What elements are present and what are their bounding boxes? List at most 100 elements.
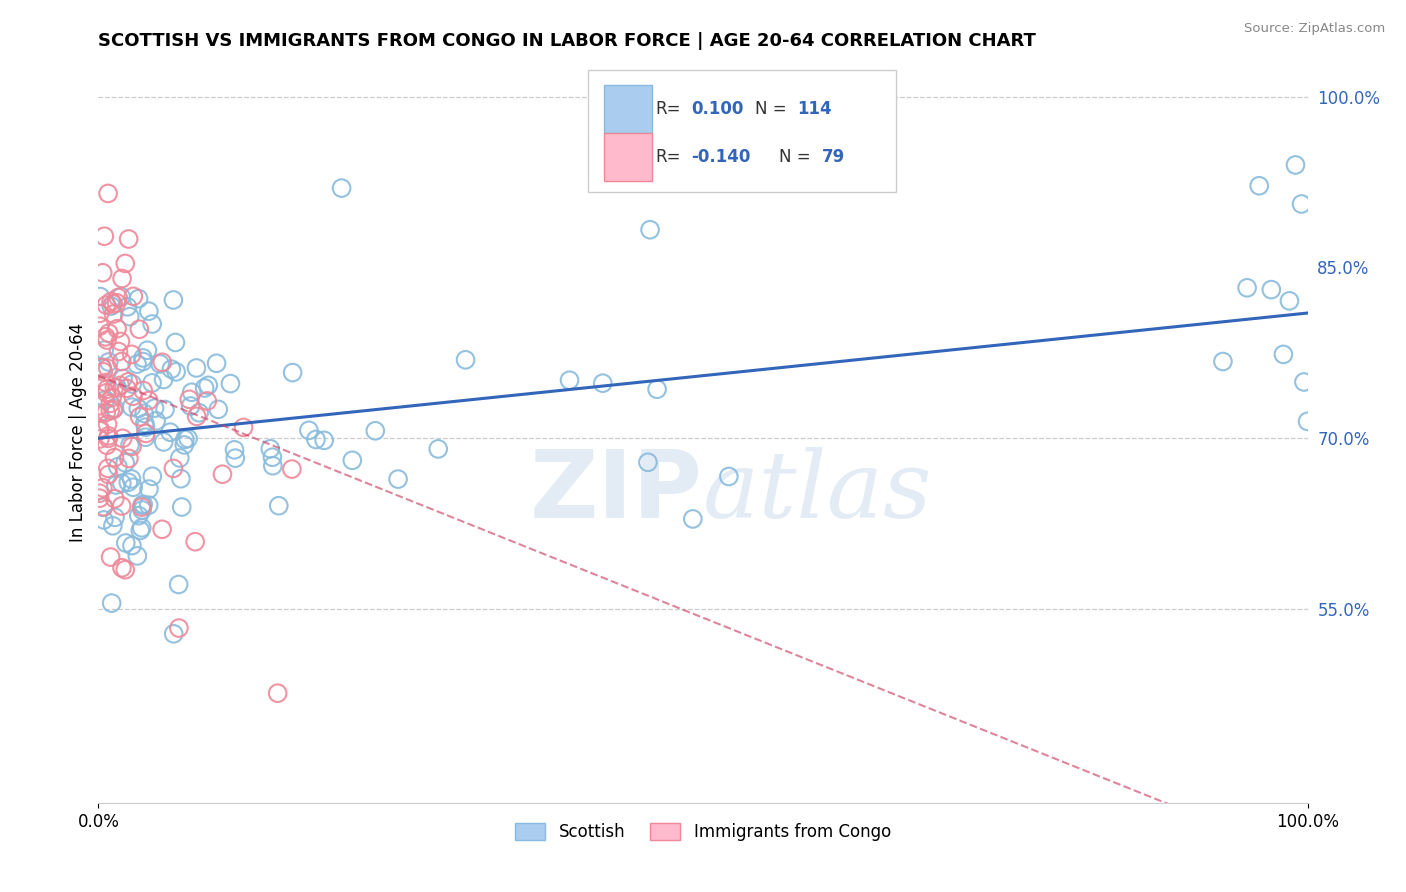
Point xyxy=(427,442,450,456)
Point xyxy=(97,361,120,376)
Point xyxy=(100,596,122,610)
Point xyxy=(132,384,155,398)
Point xyxy=(121,539,143,553)
Point xyxy=(162,461,184,475)
Point xyxy=(111,476,134,491)
Point xyxy=(101,402,124,417)
Point xyxy=(717,469,740,483)
Point xyxy=(89,319,111,334)
Point xyxy=(184,534,207,549)
Point xyxy=(143,401,166,416)
Point xyxy=(101,390,124,404)
Point xyxy=(122,480,145,494)
FancyBboxPatch shape xyxy=(588,70,897,192)
Point xyxy=(592,376,614,391)
Point xyxy=(103,297,125,311)
Point xyxy=(134,420,156,434)
Point xyxy=(169,450,191,465)
Point xyxy=(135,426,157,441)
Point xyxy=(267,499,290,513)
Point xyxy=(91,481,114,495)
Point xyxy=(165,335,187,350)
Point xyxy=(1284,158,1306,172)
Point xyxy=(97,429,120,443)
Point xyxy=(637,455,659,469)
Text: 79: 79 xyxy=(821,148,845,166)
Point xyxy=(1272,347,1295,361)
Point xyxy=(105,295,128,310)
Point xyxy=(110,290,132,304)
Point xyxy=(219,376,242,391)
Point xyxy=(107,291,129,305)
Text: N =: N = xyxy=(755,100,786,118)
Point xyxy=(96,382,118,396)
Point xyxy=(259,442,281,456)
Point xyxy=(89,432,111,446)
Point xyxy=(89,424,111,438)
Point xyxy=(134,417,156,431)
Point xyxy=(138,393,160,408)
Text: 0.100: 0.100 xyxy=(690,100,744,118)
Point xyxy=(281,462,304,476)
Point xyxy=(111,431,134,445)
Point xyxy=(127,549,149,563)
Point xyxy=(96,438,118,452)
Point xyxy=(104,478,127,492)
Point xyxy=(89,486,111,500)
Point xyxy=(132,351,155,365)
Point xyxy=(152,372,174,386)
Point xyxy=(558,373,581,387)
Point xyxy=(224,451,246,466)
Point xyxy=(121,347,143,361)
Point xyxy=(97,467,120,482)
Point xyxy=(89,491,111,505)
Text: atlas: atlas xyxy=(703,447,932,537)
Point xyxy=(262,450,284,465)
Point xyxy=(180,399,202,413)
Point xyxy=(107,459,129,474)
Point xyxy=(121,400,143,414)
Point xyxy=(96,333,118,347)
Point xyxy=(150,522,173,536)
Point xyxy=(89,421,111,435)
Point xyxy=(96,298,118,312)
Point xyxy=(96,405,118,419)
Point xyxy=(150,355,173,369)
Point xyxy=(138,498,160,512)
Point xyxy=(197,378,219,392)
Point xyxy=(91,361,114,376)
Point xyxy=(107,381,129,395)
Point xyxy=(91,266,114,280)
Point xyxy=(100,299,122,313)
Point xyxy=(100,294,122,309)
Point xyxy=(173,438,195,452)
Point xyxy=(211,467,233,482)
Point xyxy=(138,482,160,496)
Y-axis label: In Labor Force | Age 20-64: In Labor Force | Age 20-64 xyxy=(69,323,87,542)
Point xyxy=(122,289,145,303)
Point xyxy=(170,472,193,486)
Point xyxy=(179,392,201,407)
Point xyxy=(93,229,115,244)
Point xyxy=(100,549,122,564)
Point xyxy=(134,406,156,420)
Text: 114: 114 xyxy=(797,100,832,118)
Point xyxy=(91,365,114,379)
Point xyxy=(129,524,152,538)
Point xyxy=(93,500,115,515)
Text: R=: R= xyxy=(655,100,682,118)
Point xyxy=(128,292,150,306)
Point xyxy=(1249,178,1271,193)
Point xyxy=(98,403,121,417)
Point xyxy=(93,513,115,527)
Point xyxy=(104,491,127,506)
Point xyxy=(131,521,153,535)
Point xyxy=(103,381,125,395)
Text: ZIP: ZIP xyxy=(530,446,703,538)
Point xyxy=(170,500,193,514)
Point xyxy=(180,385,202,400)
Point xyxy=(90,360,112,375)
Point xyxy=(118,310,141,324)
Point xyxy=(682,512,704,526)
Point xyxy=(111,499,134,513)
